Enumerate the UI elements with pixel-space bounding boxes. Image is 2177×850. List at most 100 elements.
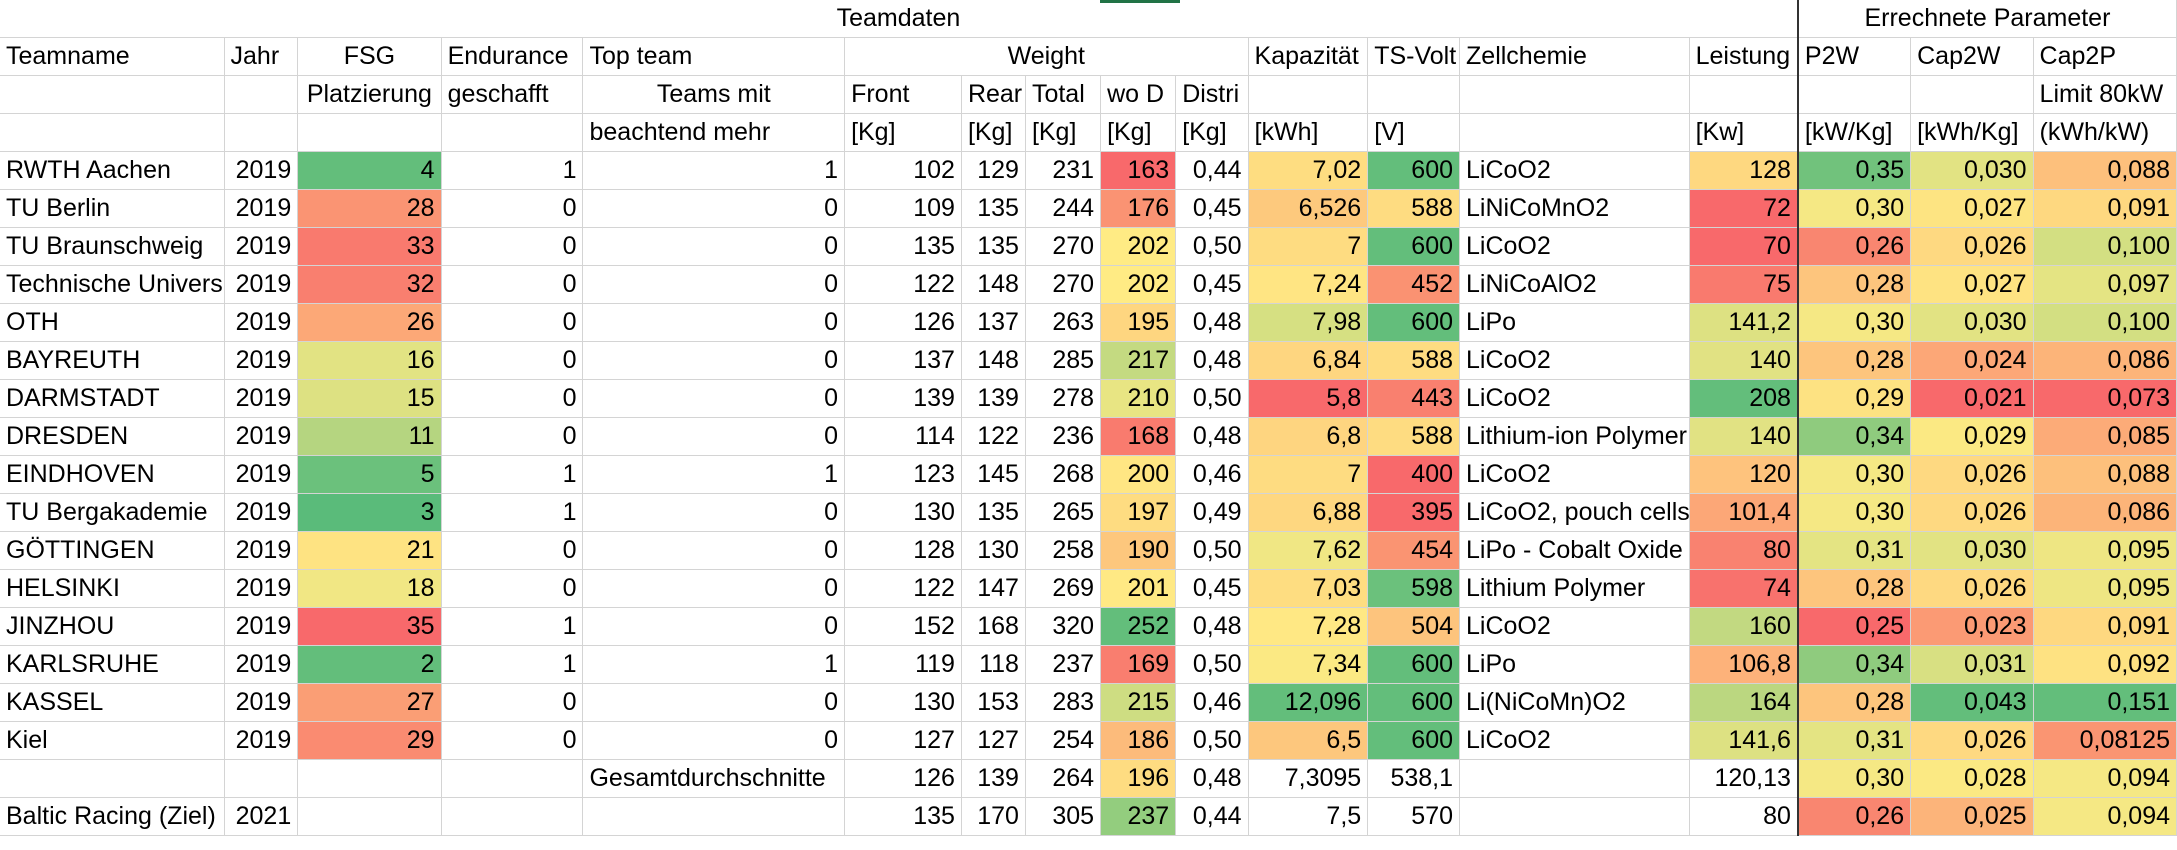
column-header[interactable] <box>297 113 442 152</box>
cell-front[interactable]: 109 <box>844 189 962 228</box>
cell-volt[interactable]: 600 <box>1367 721 1461 760</box>
cell-top[interactable]: 0 <box>582 341 846 380</box>
cell-distri[interactable]: 0,50 <box>1175 645 1249 684</box>
cell-rear[interactable]: 139 <box>961 379 1026 418</box>
group-header-errechnete[interactable]: Errechnete Parameter <box>1796 0 2177 38</box>
cell-distri[interactable]: 0,48 <box>1175 303 1249 342</box>
cell-p2w[interactable]: 0,35 <box>1796 151 1912 190</box>
cell-volt[interactable]: 452 <box>1367 265 1461 304</box>
summary-wod[interactable]: 196 <box>1100 759 1177 798</box>
cell-fsg[interactable]: 21 <box>297 531 442 570</box>
target-rear[interactable]: 170 <box>961 797 1026 836</box>
cell-total[interactable]: 254 <box>1025 721 1102 760</box>
column-header[interactable]: [Kg] <box>1100 113 1177 152</box>
column-header[interactable] <box>1910 75 2034 114</box>
cell-volt[interactable]: 600 <box>1367 683 1461 722</box>
cell-total[interactable]: 268 <box>1025 455 1102 494</box>
column-header[interactable]: beachtend mehr <box>582 113 846 152</box>
cell-total[interactable]: 244 <box>1025 189 1102 228</box>
target-volt[interactable]: 570 <box>1367 797 1461 836</box>
cell-name[interactable]: DARMSTADT <box>0 379 225 418</box>
cell-empty[interactable] <box>1459 797 1690 836</box>
cell-name[interactable]: KASSEL <box>0 683 225 722</box>
cell-volt[interactable]: 600 <box>1367 645 1461 684</box>
cell-cap2w[interactable]: 0,030 <box>1910 303 2034 342</box>
cell-rear[interactable]: 118 <box>961 645 1026 684</box>
cell-rear[interactable]: 129 <box>961 151 1026 190</box>
cell-fsg[interactable]: 3 <box>297 493 442 532</box>
cell-year[interactable]: 2019 <box>224 683 299 722</box>
cell-kap[interactable]: 7,02 <box>1248 151 1369 190</box>
cell-volt[interactable]: 600 <box>1367 151 1461 190</box>
cell-name[interactable]: JINZHOU <box>0 607 225 646</box>
cell-p2w[interactable]: 0,34 <box>1796 645 1912 684</box>
cell-p2w[interactable]: 0,30 <box>1796 303 1912 342</box>
column-header[interactable]: [Kg] <box>844 113 962 152</box>
target-total[interactable]: 305 <box>1025 797 1102 836</box>
cell-chem[interactable]: LiNiCoMnO2 <box>1459 189 1690 228</box>
cell-top[interactable]: 0 <box>582 417 846 456</box>
cell-distri[interactable]: 0,50 <box>1175 531 1249 570</box>
cell-cap2w[interactable]: 0,026 <box>1910 569 2034 608</box>
cell-year[interactable]: 2019 <box>224 379 299 418</box>
cell-endurance[interactable]: 1 <box>441 151 584 190</box>
cell-p2w[interactable]: 0,26 <box>1796 227 1912 266</box>
cell-kap[interactable]: 6,88 <box>1248 493 1369 532</box>
column-header[interactable]: [kW/Kg] <box>1796 113 1912 152</box>
cell-total[interactable]: 265 <box>1025 493 1102 532</box>
cell-leist[interactable]: 72 <box>1689 189 1799 228</box>
summary-cap2w[interactable]: 0,028 <box>1910 759 2034 798</box>
cell-front[interactable]: 128 <box>844 531 962 570</box>
cell-endurance[interactable]: 0 <box>441 379 584 418</box>
cell-chem[interactable]: LiCoO2 <box>1459 341 1690 380</box>
cell-chem[interactable]: LiCoO2 <box>1459 379 1690 418</box>
cell-wod[interactable]: 197 <box>1100 493 1177 532</box>
cell-top[interactable]: 1 <box>582 151 846 190</box>
cell-fsg[interactable]: 26 <box>297 303 442 342</box>
column-header[interactable] <box>224 75 299 114</box>
cell-volt[interactable]: 454 <box>1367 531 1461 570</box>
cell-empty[interactable] <box>441 797 584 836</box>
cell-front[interactable]: 127 <box>844 721 962 760</box>
cell-top[interactable]: 0 <box>582 721 846 760</box>
cell-empty[interactable] <box>224 759 299 798</box>
cell-wod[interactable]: 195 <box>1100 303 1177 342</box>
cell-endurance[interactable]: 0 <box>441 341 584 380</box>
cell-cap2p[interactable]: 0,151 <box>2033 683 2177 722</box>
cell-wod[interactable]: 217 <box>1100 341 1177 380</box>
cell-leist[interactable]: 141,6 <box>1689 721 1799 760</box>
cell-year[interactable]: 2019 <box>224 455 299 494</box>
cell-cap2p[interactable]: 0,091 <box>2033 189 2177 228</box>
cell-year[interactable]: 2019 <box>224 265 299 304</box>
summary-volt[interactable]: 538,1 <box>1367 759 1461 798</box>
cell-chem[interactable]: LiCoO2 <box>1459 151 1690 190</box>
column-header[interactable]: Jahr <box>224 37 299 76</box>
cell-empty[interactable] <box>582 797 846 836</box>
cell-endurance[interactable]: 1 <box>441 645 584 684</box>
cell-cap2p[interactable]: 0,095 <box>2033 569 2177 608</box>
cell-leist[interactable]: 164 <box>1689 683 1799 722</box>
cell-kap[interactable]: 7,34 <box>1248 645 1369 684</box>
cell-fsg[interactable]: 32 <box>297 265 442 304</box>
column-header[interactable]: Limit 80kW <box>2033 75 2177 114</box>
target-wod[interactable]: 237 <box>1100 797 1177 836</box>
cell-chem[interactable]: LiPo <box>1459 303 1690 342</box>
cell-kap[interactable]: 12,096 <box>1248 683 1369 722</box>
cell-top[interactable]: 0 <box>582 379 846 418</box>
cell-kap[interactable]: 5,8 <box>1248 379 1369 418</box>
cell-p2w[interactable]: 0,28 <box>1796 265 1912 304</box>
cell-leist[interactable]: 140 <box>1689 417 1799 456</box>
cell-total[interactable]: 231 <box>1025 151 1102 190</box>
cell-total[interactable]: 237 <box>1025 645 1102 684</box>
cell-cap2p[interactable]: 0,08125 <box>2033 721 2177 760</box>
column-header[interactable]: Kapazität <box>1248 37 1369 76</box>
cell-front[interactable]: 130 <box>844 493 962 532</box>
group-header-teamdaten[interactable]: Teamdaten <box>0 0 1799 38</box>
cell-p2w[interactable]: 0,28 <box>1796 569 1912 608</box>
cell-empty[interactable] <box>0 759 225 798</box>
cell-cap2w[interactable]: 0,024 <box>1910 341 2034 380</box>
cell-year[interactable]: 2019 <box>224 303 299 342</box>
cell-p2w[interactable]: 0,28 <box>1796 341 1912 380</box>
cell-leist[interactable]: 106,8 <box>1689 645 1799 684</box>
column-header[interactable] <box>1689 75 1799 114</box>
